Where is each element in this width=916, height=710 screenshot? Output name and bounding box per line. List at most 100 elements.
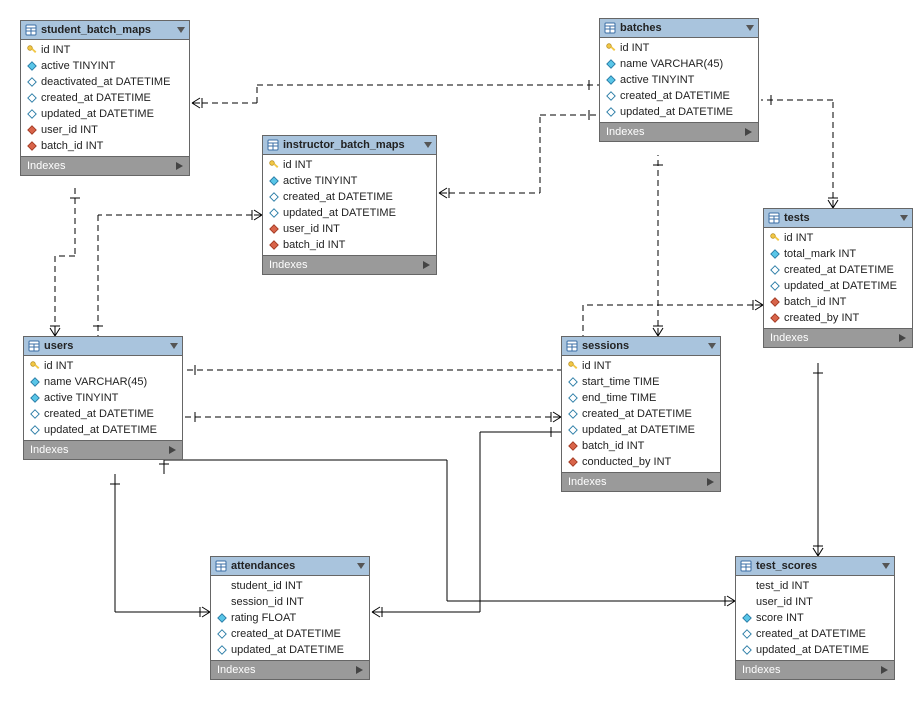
- column-label: name VARCHAR(45): [620, 58, 723, 70]
- column-item[interactable]: batch_id INT: [263, 237, 436, 253]
- table-header[interactable]: attendances: [211, 557, 369, 576]
- column-item[interactable]: updated_at DATETIME: [21, 106, 189, 122]
- column-type-icon: [269, 208, 279, 218]
- table-header[interactable]: batches: [600, 19, 758, 38]
- column-item[interactable]: batch_id INT: [764, 294, 912, 310]
- column-item[interactable]: total_mark INT: [764, 246, 912, 262]
- collapse-arrow-icon[interactable]: [900, 215, 908, 221]
- expand-arrow-icon[interactable]: [899, 334, 906, 342]
- column-item[interactable]: user_id INT: [736, 594, 894, 610]
- column-item[interactable]: session_id INT: [211, 594, 369, 610]
- collapse-arrow-icon[interactable]: [708, 343, 716, 349]
- column-item[interactable]: id INT: [600, 40, 758, 56]
- expand-arrow-icon[interactable]: [176, 162, 183, 170]
- column-label: test_id INT: [756, 580, 809, 592]
- column-item[interactable]: id INT: [562, 358, 720, 374]
- indexes-row[interactable]: Indexes: [600, 122, 758, 141]
- expand-arrow-icon[interactable]: [745, 128, 752, 136]
- column-item[interactable]: created_at DATETIME: [736, 626, 894, 642]
- column-item[interactable]: student_id INT: [211, 578, 369, 594]
- table-header[interactable]: test_scores: [736, 557, 894, 576]
- column-item[interactable]: start_time TIME: [562, 374, 720, 390]
- column-item[interactable]: id INT: [263, 157, 436, 173]
- column-label: updated_at DATETIME: [44, 424, 157, 436]
- table-header[interactable]: tests: [764, 209, 912, 228]
- column-item[interactable]: updated_at DATETIME: [764, 278, 912, 294]
- expand-arrow-icon[interactable]: [169, 446, 176, 454]
- column-item[interactable]: test_id INT: [736, 578, 894, 594]
- column-item[interactable]: created_at DATETIME: [24, 406, 182, 422]
- collapse-arrow-icon[interactable]: [746, 25, 754, 31]
- column-item[interactable]: active TINYINT: [21, 58, 189, 74]
- table-instructor_batch_maps[interactable]: instructor_batch_mapsid INT active TINYIN…: [262, 135, 437, 275]
- columns-list: id INT name VARCHAR(45) active TINYINT crea…: [600, 38, 758, 122]
- column-label: updated_at DATETIME: [582, 424, 695, 436]
- column-label: id INT: [784, 232, 813, 244]
- column-label: id INT: [620, 42, 649, 54]
- table-header[interactable]: student_batch_maps: [21, 21, 189, 40]
- collapse-arrow-icon[interactable]: [177, 27, 185, 33]
- column-item[interactable]: conducted_by INT: [562, 454, 720, 470]
- column-item[interactable]: updated_at DATETIME: [600, 104, 758, 120]
- column-item[interactable]: updated_at DATETIME: [211, 642, 369, 658]
- table-header[interactable]: sessions: [562, 337, 720, 356]
- column-item[interactable]: name VARCHAR(45): [24, 374, 182, 390]
- expand-arrow-icon[interactable]: [423, 261, 430, 269]
- table-users[interactable]: users id INTname VARCHAR(45)active TINYIN…: [23, 336, 183, 460]
- column-item[interactable]: updated_at DATETIME: [24, 422, 182, 438]
- column-item[interactable]: id INT: [24, 358, 182, 374]
- table-sessions[interactable]: sessions id INTstart_time TIMEend_time TI…: [561, 336, 721, 492]
- column-item[interactable]: updated_at DATETIME: [736, 642, 894, 658]
- column-item[interactable]: updated_at DATETIME: [263, 205, 436, 221]
- table-header[interactable]: instructor_batch_maps: [263, 136, 436, 155]
- column-item[interactable]: updated_at DATETIME: [562, 422, 720, 438]
- column-item[interactable]: created_at DATETIME: [600, 88, 758, 104]
- column-item[interactable]: active TINYINT: [263, 173, 436, 189]
- expand-arrow-icon[interactable]: [881, 666, 888, 674]
- indexes-row[interactable]: Indexes: [263, 255, 436, 274]
- collapse-arrow-icon[interactable]: [357, 563, 365, 569]
- collapse-arrow-icon[interactable]: [882, 563, 890, 569]
- column-item[interactable]: deactivated_at DATETIME: [21, 74, 189, 90]
- indexes-row[interactable]: Indexes: [736, 660, 894, 679]
- column-item[interactable]: end_time TIME: [562, 390, 720, 406]
- table-test_scores[interactable]: test_scores test_id INT user_id INTscore I…: [735, 556, 895, 680]
- column-item[interactable]: created_at DATETIME: [263, 189, 436, 205]
- indexes-row[interactable]: Indexes: [211, 660, 369, 679]
- column-item[interactable]: name VARCHAR(45): [600, 56, 758, 72]
- indexes-row[interactable]: Indexes: [21, 156, 189, 175]
- column-item[interactable]: user_id INT: [263, 221, 436, 237]
- table-tests[interactable]: tests id INT total_mark INTcreated_at DATE…: [763, 208, 913, 348]
- column-label: id INT: [283, 159, 312, 171]
- column-item[interactable]: batch_id INT: [562, 438, 720, 454]
- collapse-arrow-icon[interactable]: [424, 142, 432, 148]
- column-item[interactable]: id INT: [21, 42, 189, 58]
- column-item[interactable]: active TINYINT: [600, 72, 758, 88]
- column-item[interactable]: user_id INT: [21, 122, 189, 138]
- column-type-icon: [30, 393, 40, 403]
- table-batches[interactable]: batches id INT name VARCHAR(45) active TINY…: [599, 18, 759, 142]
- column-item[interactable]: id INT: [764, 230, 912, 246]
- column-item[interactable]: created_at DATETIME: [764, 262, 912, 278]
- table-icon: [740, 560, 752, 572]
- column-item[interactable]: created_at DATETIME: [21, 90, 189, 106]
- column-item[interactable]: score INT: [736, 610, 894, 626]
- table-student_batch_maps[interactable]: student_batch_mapsid INTactive TINYINTde…: [20, 20, 190, 176]
- indexes-row[interactable]: Indexes: [764, 328, 912, 347]
- indexes-label: Indexes: [269, 259, 423, 271]
- column-item[interactable]: batch_id INT: [21, 138, 189, 154]
- expand-arrow-icon[interactable]: [356, 666, 363, 674]
- column-item[interactable]: created_at DATETIME: [562, 406, 720, 422]
- indexes-row[interactable]: Indexes: [562, 472, 720, 491]
- column-item[interactable]: created_by INT: [764, 310, 912, 326]
- table-header[interactable]: users: [24, 337, 182, 356]
- column-item[interactable]: active TINYINT: [24, 390, 182, 406]
- table-attendances[interactable]: attendances student_id INTsession_id INTr…: [210, 556, 370, 680]
- collapse-arrow-icon[interactable]: [170, 343, 178, 349]
- expand-arrow-icon[interactable]: [707, 478, 714, 486]
- column-item[interactable]: rating FLOAT: [211, 610, 369, 626]
- indexes-row[interactable]: Indexes: [24, 440, 182, 459]
- column-item[interactable]: created_at DATETIME: [211, 626, 369, 642]
- column-label: created_at DATETIME: [620, 90, 730, 102]
- table-icon: [25, 24, 37, 36]
